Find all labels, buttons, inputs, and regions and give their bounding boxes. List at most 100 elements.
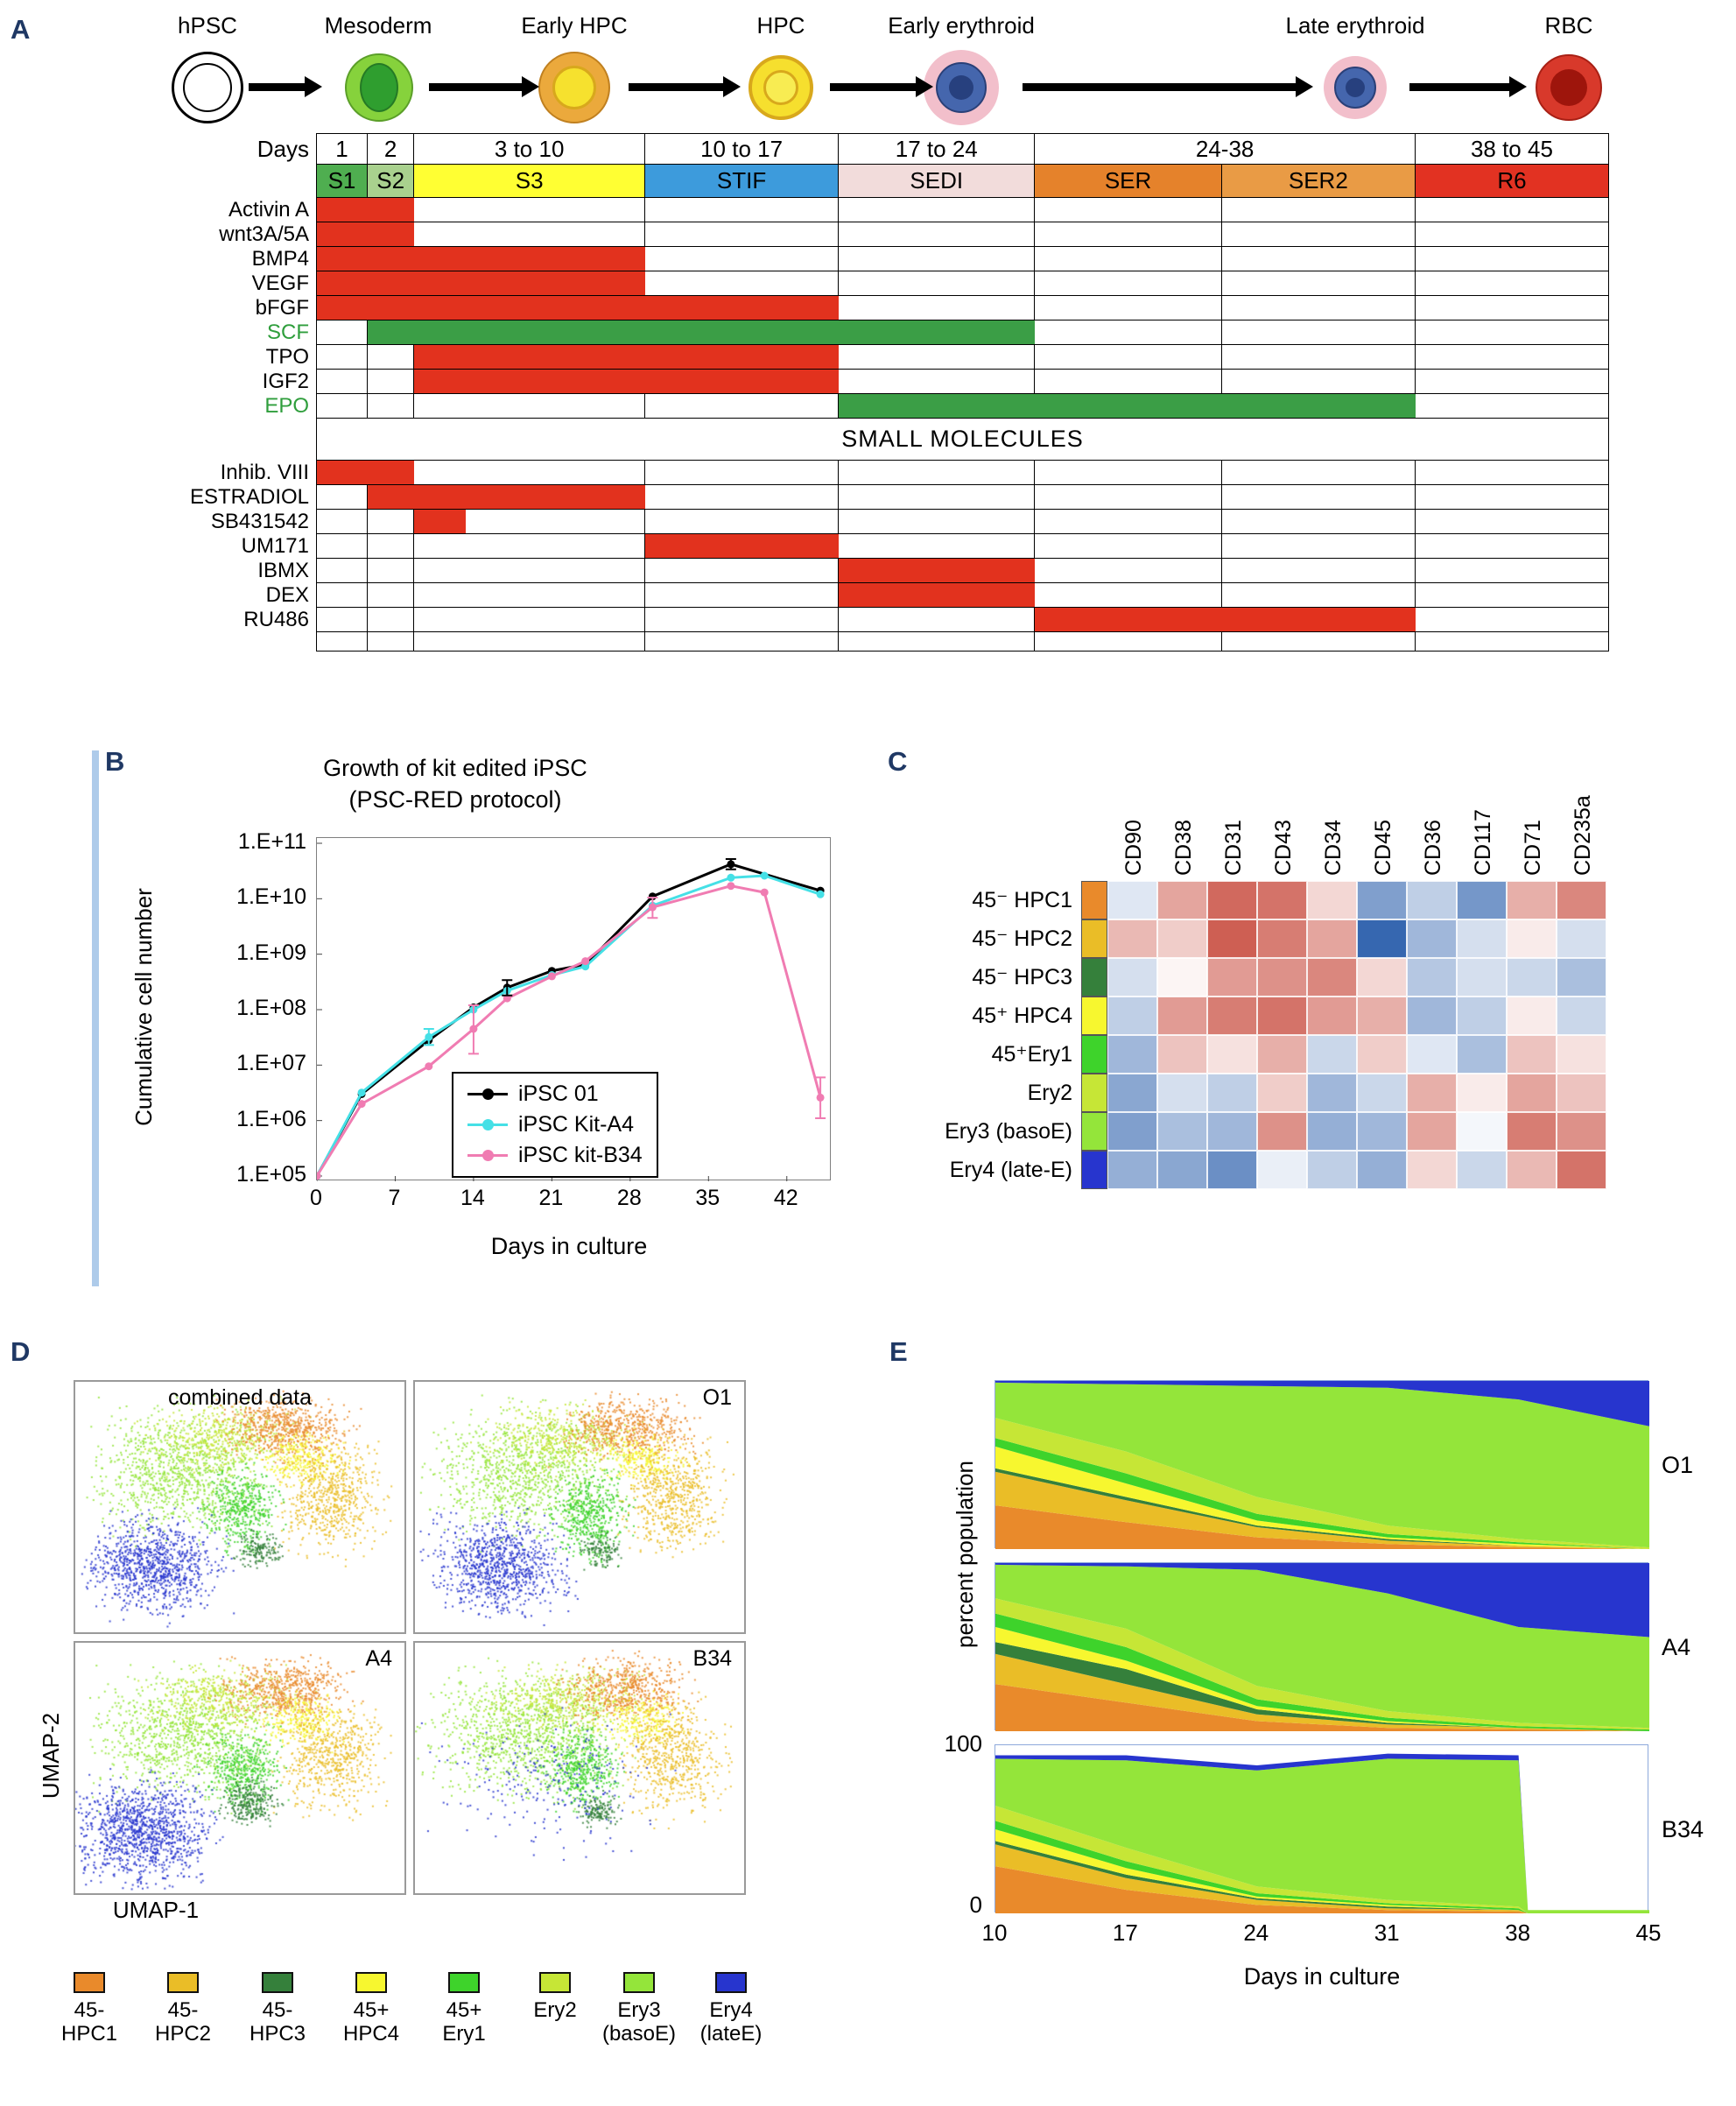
grid-cell (1222, 247, 1416, 271)
early-erythroid-body-icon (936, 62, 987, 113)
stack-layer-Ery2 (995, 1598, 1649, 1730)
row-label: IBMX (257, 559, 309, 582)
y-tick-0: 0 (969, 1891, 982, 1918)
heatmap-cell (1157, 958, 1207, 997)
heatmap-cell (1557, 919, 1606, 958)
heatmap-cell (1407, 958, 1457, 997)
stack-layer-HPC1 (995, 1866, 1649, 1913)
row-grid (316, 632, 1609, 652)
heatmap-col-label: CD45 (1370, 820, 1395, 876)
heatmap-cell (1557, 1035, 1606, 1074)
row-label: RU486 (243, 608, 309, 631)
legend-line-marker (467, 1119, 508, 1130)
stack-layer-HPC1 (995, 1505, 1649, 1549)
heatmap-cell (1407, 1074, 1457, 1112)
grid-cell (839, 247, 1036, 271)
grid-cell (1416, 345, 1609, 369)
grid-cell (368, 608, 415, 631)
panel-c-letter: C (888, 746, 908, 777)
table-row: DEX (167, 583, 1609, 608)
legend-entry: iPSC 01 (467, 1079, 643, 1109)
grid-cell (839, 461, 1036, 484)
umap-plot-a4: A4 (74, 1641, 408, 1897)
grid-cell (368, 632, 415, 651)
stack-layer-Ery1 (995, 1438, 1649, 1549)
grid-cell (1035, 370, 1222, 393)
table-row: wnt3A/5A (167, 222, 1609, 247)
grid-cell (645, 461, 840, 484)
stage-label-mesoderm: Mesoderm (324, 12, 432, 39)
legend-line-marker (467, 1088, 508, 1100)
cluster-legend-swatch (539, 1972, 571, 1993)
cluster-legend-label-line2: HPC3 (249, 2022, 306, 2046)
grid-cell (368, 559, 415, 582)
grid-cell (414, 632, 646, 651)
growth-x-tick: 21 (538, 1186, 564, 1210)
rbc-center-icon (1550, 69, 1587, 106)
grid-cell (414, 559, 646, 582)
stacked-area-svg-o1 (995, 1381, 1649, 1549)
grid-cell (1416, 632, 1609, 651)
row-grid (316, 198, 1609, 222)
cluster-legend-label-line2: Ery1 (442, 2022, 486, 2046)
sample-label-b34: B34 (1662, 1816, 1704, 1842)
grid-cell: SMALL MOLECULES (317, 419, 1609, 460)
grid-cell: 3 to 10 (414, 134, 646, 164)
grid-cell (645, 222, 840, 246)
heatmap-cell (1407, 997, 1457, 1035)
legend-dot-marker (482, 1119, 494, 1130)
heatmap-col-label: CD71 (1520, 820, 1545, 876)
table-row: VEGF (167, 271, 1609, 296)
arrow-icon (629, 76, 741, 97)
table-row: RU486 (167, 608, 1609, 632)
grid-cell (839, 271, 1036, 295)
heatmap-cell (1207, 1035, 1257, 1074)
umap-canvas-b34 (415, 1643, 748, 1897)
growth-x-tick: 0 (310, 1186, 322, 1210)
grid-cell (1416, 271, 1609, 295)
heatmap-cell (1257, 919, 1307, 958)
heatmap-cell (1257, 881, 1307, 919)
row-grid (316, 485, 1609, 510)
table-row: Inhib. VIII (167, 461, 1609, 485)
grid-cell (1416, 461, 1609, 484)
growth-y-tick: 1.E+07 (236, 1051, 306, 1076)
grid-cell (1035, 632, 1222, 651)
umap-x-axis-label: UMAP-1 (112, 1897, 200, 1923)
heatmap-cell (1507, 958, 1557, 997)
growth-y-tick: 1.E+05 (236, 1161, 306, 1187)
table-row: IGF2 (167, 370, 1609, 394)
heatmap-col-label: CD34 (1320, 820, 1346, 876)
heatmap-cell (1457, 919, 1507, 958)
row-label: TPO (265, 345, 309, 369)
arrow-icon (429, 76, 539, 97)
heatmap-col-label: CD117 (1470, 809, 1495, 876)
cluster-swatch (1081, 1074, 1107, 1112)
grid-cell (645, 247, 840, 271)
rbc-cell-icon (1536, 54, 1602, 121)
grid-cell (645, 485, 840, 509)
growth-chart-title-line1: Growth of kit edited iPSC (323, 755, 587, 781)
grid-cell (1222, 320, 1416, 344)
grid-cell: 2 (368, 134, 415, 164)
cluster-swatch (1081, 919, 1107, 958)
heatmap-cell (1207, 1151, 1257, 1189)
grid-cell (414, 198, 646, 222)
row-label: Inhib. VIII (220, 461, 309, 484)
treatment-bar (414, 345, 840, 369)
heatmap-cell (1107, 1151, 1157, 1189)
grid-cell (414, 510, 646, 533)
panel-a-letter: A (11, 14, 31, 45)
legend-dot-marker (482, 1088, 494, 1100)
heatmap-cell (1457, 958, 1507, 997)
grid-cell (839, 198, 1036, 222)
grid-cell (645, 271, 840, 295)
mesoderm-nucleus-icon (360, 63, 398, 112)
grid-cell (1222, 370, 1416, 393)
grid-cell (368, 583, 415, 607)
heatmap-cell (1407, 1035, 1457, 1074)
heatmap-col-label: CD90 (1121, 820, 1146, 876)
heatmap-row: Ery4 (late-E) (902, 1151, 1606, 1189)
heatmap-cell (1407, 881, 1457, 919)
